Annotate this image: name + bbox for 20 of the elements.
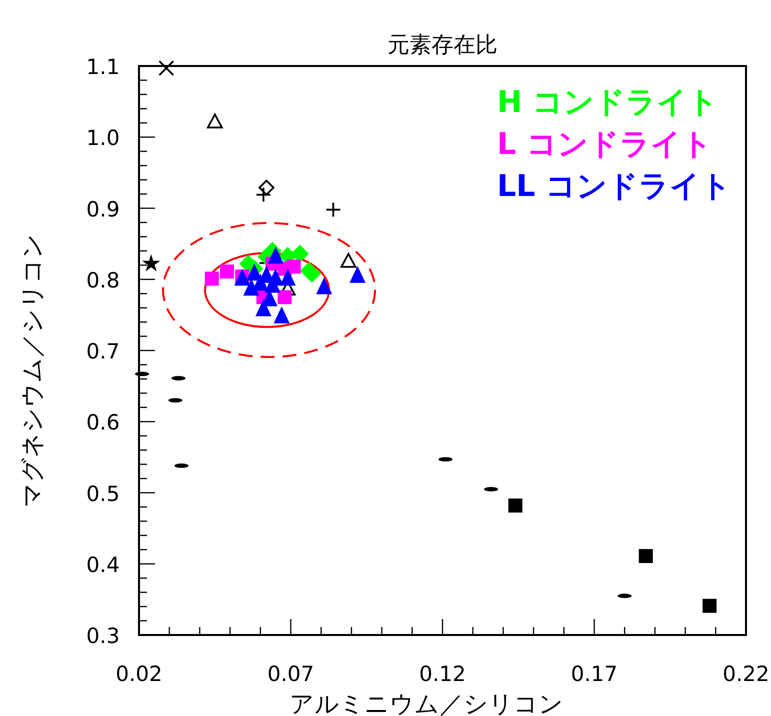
- chart-title: 元素存在比: [388, 33, 498, 58]
- text: LL コンドライト: [497, 169, 732, 204]
- y-axis-title: マグネシウム／シリコン: [18, 234, 46, 508]
- y-tick-label: 0.4: [86, 552, 120, 577]
- y-tick-label: 1.0: [86, 126, 120, 150]
- x-tick-label: 0.02: [116, 662, 162, 686]
- x-tick-label: 0.07: [267, 662, 314, 686]
- y-tick-label: 1.1: [86, 55, 120, 79]
- text: H コンドライト: [497, 85, 719, 120]
- y-tick-label: 0.3: [86, 624, 120, 648]
- text: L コンドライト: [497, 127, 713, 162]
- x-tick-label: 0.12: [419, 662, 466, 686]
- x-axis-title: アルミニウム／シリコン: [290, 690, 564, 716]
- y-tick-label: 0.9: [86, 197, 120, 222]
- y-tick-label: 0.5: [86, 482, 120, 506]
- y-tick-label: 0.6: [86, 410, 120, 435]
- x-tick-label: 0.17: [570, 662, 618, 686]
- x-tick-label: 0.22: [722, 662, 770, 686]
- y-tick-label: 0.8: [86, 268, 120, 292]
- y-tick-label: 0.7: [86, 340, 120, 364]
